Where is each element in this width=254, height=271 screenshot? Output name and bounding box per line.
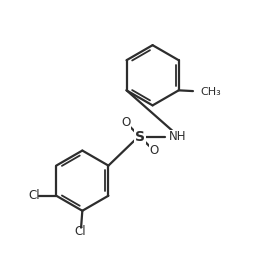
Text: Cl: Cl [28,189,40,202]
Text: CH₃: CH₃ [199,87,220,96]
Text: O: O [121,117,130,130]
Text: Cl: Cl [74,225,85,238]
Text: O: O [149,144,158,157]
Text: NH: NH [168,130,186,143]
Text: S: S [135,130,145,144]
